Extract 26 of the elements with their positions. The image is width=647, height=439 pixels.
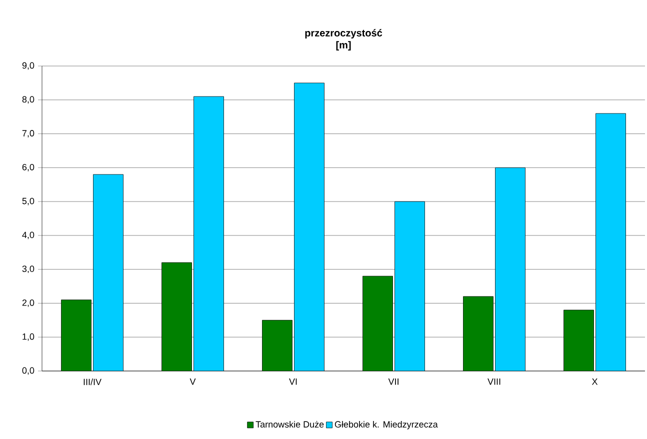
y-tick-label: 4,0 [22, 232, 34, 240]
y-tick-label: 0,0 [22, 367, 34, 375]
y-tick-label: 2,0 [22, 300, 34, 307]
x-tick-label: III/IV [84, 378, 102, 386]
bar [564, 310, 594, 371]
x-tick-label: VIII [488, 378, 500, 385]
legend-label: Tarnowskie Duże [256, 420, 324, 428]
bar [162, 262, 192, 371]
chart-title: przezroczystość [305, 29, 382, 38]
legend-label: Głebokie k. Miedzyrzecza [334, 420, 438, 430]
bar [262, 320, 292, 371]
y-tick-label: 8,0 [22, 96, 34, 104]
x-tick-label: VII [388, 378, 398, 385]
bar [61, 300, 92, 371]
y-tick-label: 9,0 [22, 62, 34, 70]
y-tick-label: 7,0 [22, 130, 34, 138]
x-tick-label: V [190, 378, 196, 385]
chart-subtitle: [m] [336, 41, 351, 50]
x-tick-label: VI [289, 378, 297, 385]
y-tick-label: 6,0 [22, 164, 34, 172]
y-tick-label: 1,0 [22, 333, 34, 341]
bar [362, 276, 393, 371]
y-tick-label: 5,0 [22, 198, 34, 206]
y-tick-label: 3,0 [22, 266, 34, 274]
x-tick-label: X [592, 378, 598, 385]
bar [463, 296, 494, 371]
